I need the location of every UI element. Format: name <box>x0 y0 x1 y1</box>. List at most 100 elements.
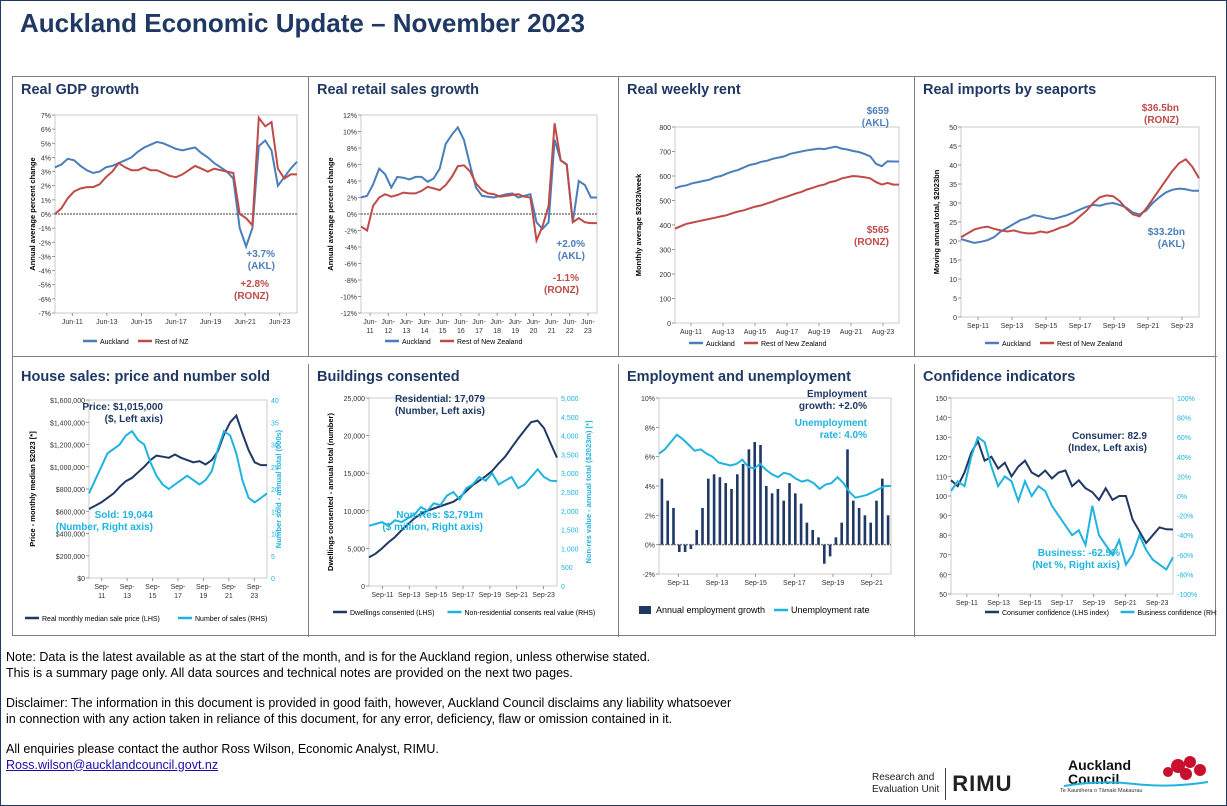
y2-tick-label: 100% <box>1177 396 1195 403</box>
series-line-rest-of-new-zealand <box>360 123 597 245</box>
annotation-label: (RONZ) <box>854 237 889 248</box>
y-tick-label: 0% <box>645 543 655 550</box>
chart-title-employment: Employment and unemployment <box>627 369 851 385</box>
series-line-auckland <box>674 145 899 190</box>
y-tick-label: 2% <box>645 513 655 520</box>
legend-entry: Real monthly median sale price (LHS) <box>42 616 160 623</box>
x-tick-label: Sep-19 <box>1103 323 1126 330</box>
email-link[interactable]: Ross.wilson@aucklandcouncil.govt.nz <box>6 757 219 772</box>
y2-tick-label: 3,000 <box>561 471 579 478</box>
bar-employment-growth <box>875 500 878 545</box>
legend-entry: Rest of New Zealand <box>457 339 522 346</box>
y2-tick-label: 2,500 <box>561 490 579 497</box>
x-tick-label: Sep-19 <box>479 592 502 599</box>
bar-employment-growth <box>730 488 733 545</box>
x-tick-label: 17 <box>174 593 182 600</box>
chart-title-rent: Real weekly rent <box>627 82 741 98</box>
bar-employment-growth <box>718 477 722 545</box>
x-tick-label: Aug-15 <box>744 329 767 336</box>
y-axis-label: Annual average percent change <box>326 157 335 270</box>
y-tick-label: 10,000 <box>344 509 366 516</box>
chart-rent: 0 100 200 300 400 500 600 700 800 Aug-11 Aug-13 Aug… <box>634 106 900 348</box>
bar-employment-growth <box>689 544 693 550</box>
x-tick-label: Jun- <box>490 319 504 326</box>
chart-imports: 0 5 10 15 20 25 30 35 40 45 50 Sep-11 Sep-13 Sep-15 Se… <box>932 103 1200 348</box>
y-tick-label: 4% <box>347 179 357 186</box>
bar-employment-growth <box>776 488 780 545</box>
x-tick-label: Jun- <box>472 319 486 326</box>
rimu-logo-line: Evaluation Unit <box>872 784 940 795</box>
y2-tick-label: -40% <box>1177 533 1193 540</box>
bar-employment-growth <box>851 500 855 545</box>
x-tick-label: Sep-11 <box>967 323 989 330</box>
x-tick-label: Jun-21 <box>234 319 256 326</box>
bar-employment-growth <box>857 508 861 545</box>
legend-entry: Annual employment growth <box>656 605 765 615</box>
y2-tick-label: 60% <box>1177 435 1191 442</box>
chart-house: $0 $200,000 $400,000 $600,000 $800,000 $1,000… <box>25 398 283 623</box>
y-tick-label: 0 <box>667 321 671 328</box>
y-tick-label: $1,200,000 <box>50 443 85 450</box>
legend-entry: Rest of NZ <box>155 339 189 346</box>
y-tick-label: -6% <box>345 262 357 269</box>
panel-employment: Employment and unemployment -2% 0% 2% 4% 6% 8… <box>619 364 915 637</box>
rimu-logo-text: RIMU <box>952 771 1013 796</box>
legend-entry: Rest of New Zealand <box>1057 341 1122 348</box>
y-tick-label: 100 <box>659 297 671 304</box>
bar-employment-growth <box>706 478 710 545</box>
x-tick-label: Aug-19 <box>808 329 831 336</box>
x-tick-label: 16 <box>457 328 465 335</box>
y2-tick-label: 3,500 <box>561 452 579 459</box>
bar-employment-growth <box>811 530 815 545</box>
y-tick-label: -8% <box>345 278 357 285</box>
annotation-label: (AKL) <box>558 251 585 262</box>
annotation-label: Price: $1,015,000 <box>82 402 163 413</box>
x-tick-label: Sep-19 <box>822 580 845 587</box>
y-tick-label: 90 <box>939 514 947 521</box>
disclaimer-line: in connection with any action taken in r… <box>6 711 673 726</box>
annotation-label: (RONZ) <box>544 285 579 296</box>
y-tick-label: 4% <box>41 155 51 162</box>
x-tick-label: Sep-15 <box>1035 323 1058 330</box>
y-tick-label: -1% <box>39 226 51 233</box>
page-title: Auckland Economic Update – November 2023 <box>20 8 585 38</box>
chart-title-gdp: Real GDP growth <box>21 82 140 98</box>
legend-entry: Number of sales (RHS) <box>195 616 267 623</box>
y-tick-label: 80 <box>939 533 947 540</box>
auckland-council-logo: Auckland Council Te Kaunihera o Tāmaki Ma… <box>1060 752 1210 798</box>
y-axis-label: Dwellings consented - annual total (numb… <box>326 413 335 571</box>
x-tick-label: 20 <box>530 328 538 335</box>
y-tick-label: 35 <box>949 182 957 189</box>
panel-house: House sales: price and number sold $0 $20… <box>13 364 309 637</box>
y-tick-label: 100 <box>935 494 947 501</box>
y2-tick-label: 5 <box>271 554 275 561</box>
x-tick-label: Sep-19 <box>1082 600 1105 607</box>
y-tick-label: 0% <box>347 212 357 219</box>
y2-tick-label: 0 <box>271 576 275 583</box>
y-tick-label: 15,000 <box>344 471 366 478</box>
x-tick-label: Sep-21 <box>1114 600 1137 607</box>
series-line-non-residential-consents-real-value-rhs <box>368 467 558 528</box>
y-tick-label: 110 <box>936 474 947 481</box>
chart-grid: Real GDP growth -7% -6% -5% -4% -3% -2% -1% 0% 1… <box>12 76 1217 637</box>
y-tick-label: 10% <box>343 130 357 137</box>
y-tick-label: 1% <box>41 198 51 205</box>
y2-tick-label: 25 <box>271 465 279 472</box>
x-tick-label: Sep-17 <box>1051 600 1074 607</box>
annotation-label: ($, Left axis) <box>105 414 163 425</box>
x-tick-label: 11 <box>366 328 373 335</box>
y-tick-label: -5% <box>39 283 51 290</box>
council-logo-line: Auckland <box>1068 757 1132 773</box>
annotation-label: Business: -62.5% <box>1038 548 1120 559</box>
legend-swatch <box>639 606 651 614</box>
annotation-label: $565 <box>867 225 890 236</box>
x-tick-label: Sep-11 <box>667 580 689 587</box>
bar-employment-growth <box>817 537 820 545</box>
series-line-business-confidence-rhs <box>950 435 1174 571</box>
annotation-label: $33.2bn <box>1148 227 1185 238</box>
x-tick-label: Jun-19 <box>200 319 222 326</box>
bar-employment-growth <box>805 522 809 545</box>
y-tick-label: -2% <box>643 572 655 579</box>
bar-employment-growth <box>799 503 803 545</box>
x-tick-label: Sep- <box>94 584 109 591</box>
